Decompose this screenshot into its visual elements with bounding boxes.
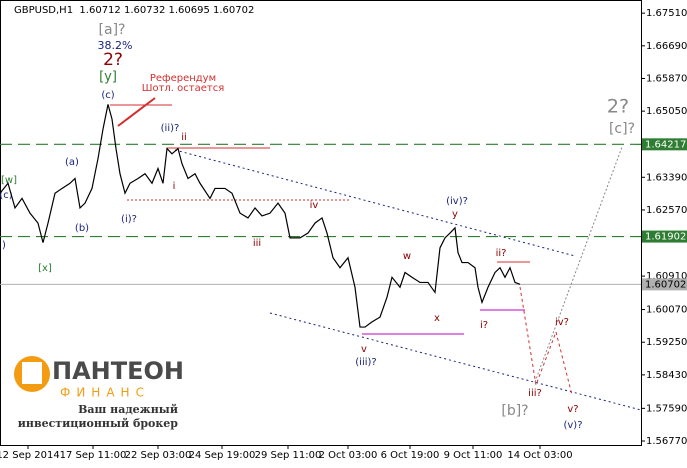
trend-line bbox=[174, 149, 576, 257]
y-tick-label: 1.60910 bbox=[646, 271, 687, 282]
annotation: i? bbox=[480, 320, 488, 331]
annotation: (i)? bbox=[121, 214, 137, 225]
annotation: [y] bbox=[99, 70, 117, 85]
x-tick-label: 24 Sep 19:00 bbox=[189, 450, 256, 461]
annotation: iv? bbox=[555, 317, 569, 328]
y-tick-label: 1.62570 bbox=[646, 205, 687, 216]
annotation: i bbox=[173, 181, 176, 192]
projection bbox=[534, 146, 623, 383]
logo-sub: ФИНАНС bbox=[60, 386, 150, 400]
y-tick-label: 1.65050 bbox=[646, 106, 687, 117]
logo-icon bbox=[22, 362, 42, 384]
logo-slogan: Ваш надежный bbox=[78, 403, 178, 416]
projection bbox=[519, 286, 573, 396]
x-tick-label: 6 Oct 19:00 bbox=[381, 450, 440, 461]
annotation: iii? bbox=[528, 388, 542, 399]
x-tick-label: 14 Oct 03:00 bbox=[507, 450, 572, 461]
annotation: Шотл. остается bbox=[142, 83, 224, 94]
annotation: [a]? bbox=[99, 22, 126, 38]
annotation: v bbox=[361, 344, 367, 355]
annotation: [c]? bbox=[609, 121, 635, 137]
annotation: iii bbox=[253, 238, 261, 249]
annotation: [x] bbox=[38, 263, 52, 274]
annotation: (ii)? bbox=[161, 123, 180, 134]
x-tick-label: 12 Sep 2014 bbox=[0, 450, 60, 461]
annotations: [a]? 38.2% 2? [y] (c) Референдум Шотл. о… bbox=[0, 22, 635, 431]
plot-area bbox=[0, 0, 642, 446]
annotation: y bbox=[452, 209, 458, 220]
arrow bbox=[117, 97, 156, 127]
x-tick-label: 22 Sep 03:00 bbox=[125, 450, 192, 461]
annotation: [w] bbox=[1, 175, 17, 186]
y-tick-label: 1.60070 bbox=[646, 305, 687, 316]
annotation: (v)? bbox=[563, 420, 582, 431]
level-label: 1.64217 bbox=[645, 139, 686, 150]
trend-line bbox=[269, 312, 642, 411]
annotation: w bbox=[403, 251, 411, 262]
level-box bbox=[642, 138, 687, 151]
y-tick-label: 1.66690 bbox=[646, 41, 687, 52]
logo: ПАНТЕОН ФИНАНС Ваш надежный инвестиционн… bbox=[14, 356, 184, 430]
y-tick-label: 1.59250 bbox=[646, 337, 687, 348]
y-tick-label: 1.56770 bbox=[646, 436, 687, 447]
y-tick-label: 1.65870 bbox=[646, 73, 687, 84]
level-box bbox=[642, 230, 687, 243]
x-tick-label: 2 Oct 03:00 bbox=[319, 450, 378, 461]
chart-header: GBPUSD,H1 1.60712 1.60732 1.60695 1.6070… bbox=[14, 5, 254, 16]
annotation: (iv)? bbox=[446, 196, 468, 207]
logo-name: ПАНТЕОН bbox=[52, 357, 184, 385]
annotation: v? bbox=[567, 404, 578, 415]
annotation: 38.2% bbox=[98, 39, 133, 52]
logo-slogan: инвестиционный брокер bbox=[18, 417, 179, 430]
annotation: [b]? bbox=[501, 403, 528, 419]
annotation: ) bbox=[2, 240, 6, 251]
level-label: 1.60702 bbox=[645, 279, 686, 290]
annotation: (a) bbox=[65, 157, 79, 168]
annotation: Референдум bbox=[150, 73, 216, 84]
y-tick-label: 1.63390 bbox=[646, 172, 687, 183]
annotation: (c) bbox=[101, 90, 114, 101]
annotation: (iii)? bbox=[355, 357, 376, 368]
annotation: ii? bbox=[496, 248, 507, 259]
annotation: iv bbox=[310, 200, 319, 211]
annotation: 2? bbox=[607, 96, 629, 118]
annotation: (c) bbox=[0, 190, 13, 201]
annotation: ii bbox=[181, 132, 187, 143]
y-tick-label: 1.58430 bbox=[646, 370, 687, 381]
y-tick-label: 1.67510 bbox=[646, 8, 687, 19]
annotation: 2? bbox=[103, 50, 123, 70]
annotation: x bbox=[434, 313, 440, 324]
x-tick-label: 17 Sep 11:00 bbox=[60, 450, 127, 461]
annotation: (b) bbox=[75, 223, 89, 234]
x-tick-label: 9 Oct 11:00 bbox=[444, 450, 503, 461]
price-line bbox=[0, 104, 521, 328]
level-label: 1.61902 bbox=[645, 232, 686, 243]
y-tick-label: 1.57590 bbox=[646, 403, 687, 414]
drawings bbox=[110, 97, 642, 411]
level-box bbox=[642, 278, 687, 291]
x-tick-label: 29 Sep 11:00 bbox=[255, 450, 322, 461]
